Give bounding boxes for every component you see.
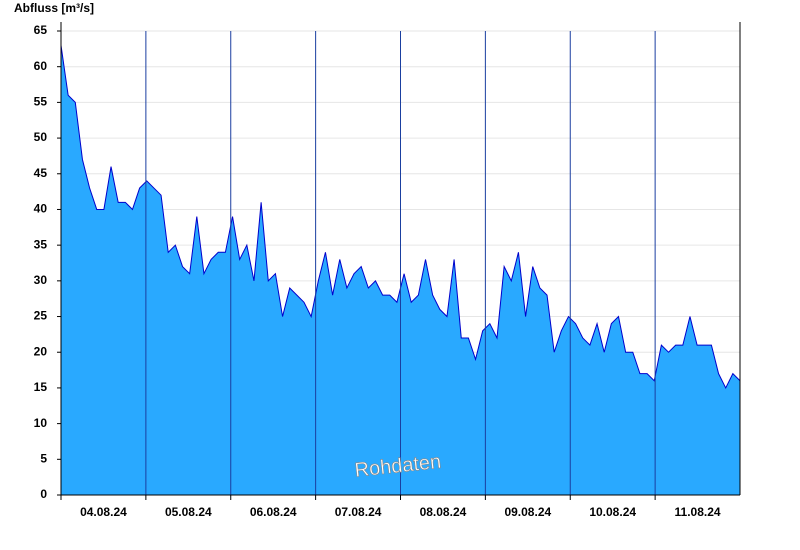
y-tick-label: 60	[34, 59, 48, 73]
x-tick-label: 11.08.24	[675, 505, 721, 519]
y-tick-label: 30	[34, 273, 48, 287]
y-tick-label: 50	[34, 130, 48, 144]
y-tick-label: 45	[34, 166, 48, 180]
y-tick-label: 25	[34, 309, 48, 323]
x-tick-label: 07.08.24	[335, 505, 382, 519]
x-tick-label: 06.08.24	[250, 505, 297, 519]
x-tick-label: 04.08.24	[80, 505, 127, 519]
y-tick-label: 40	[34, 202, 48, 216]
x-tick-label: 09.08.24	[504, 505, 551, 519]
y-tick-label: 10	[34, 416, 48, 430]
y-tick-label: 0	[40, 487, 47, 501]
x-tick-label: 08.08.24	[420, 505, 467, 519]
x-tick-label: 05.08.24	[165, 505, 212, 519]
y-tick-label: 55	[34, 95, 48, 109]
y-tick-label: 5	[40, 451, 47, 465]
y-tick-label: 35	[34, 237, 48, 251]
y-tick-label: 15	[34, 380, 48, 394]
y-tick-label: 65	[34, 23, 48, 37]
x-tick-label: 10.08.24	[589, 505, 636, 519]
y-tick-label: 20	[34, 344, 48, 358]
y-axis-label: Abfluss [m³/s]	[14, 1, 94, 15]
